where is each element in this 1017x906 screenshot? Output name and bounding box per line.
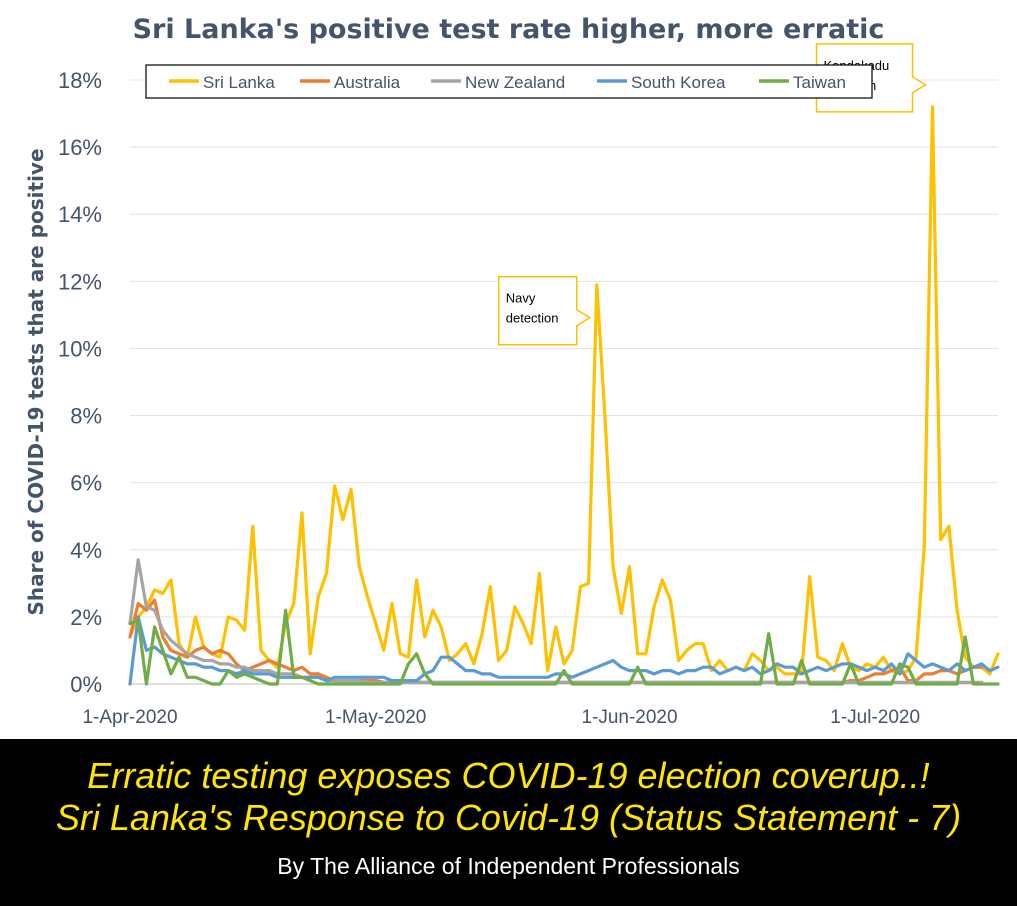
series-line-south-korea: [128, 615, 1000, 686]
x-tick-label: 1-Jun-2020: [581, 707, 677, 728]
annotation-text: Navy: [506, 291, 536, 306]
chart-title: Sri Lanka's positive test rate higher, m…: [132, 14, 885, 45]
y-tick-label: 18%: [58, 68, 102, 93]
chart-svg: 0% 2% 4% 6% 8% 10% 12% 14% 16% 18% 1-Apr-2020 1-Ma…: [24, 43, 1000, 728]
y-tick-label: 4%: [70, 538, 102, 563]
footer-banner: Erratic testing exposes COVID-19 electio…: [0, 739, 1017, 906]
y-axis-label: Share of COVID-19 tests that are positiv…: [24, 148, 48, 615]
legend-box: [145, 64, 873, 99]
y-tick-label: 0%: [70, 672, 102, 697]
y-tick-labels: 0% 2% 4% 6% 8% 10% 12% 14% 16% 18%: [58, 68, 102, 697]
y-tick-label: 2%: [70, 605, 102, 630]
y-tick-label: 12%: [58, 269, 102, 294]
banner-headline: Erratic testing exposes COVID-19 electio…: [87, 755, 930, 796]
annotation-callout: [498, 275, 592, 346]
x-tick-label: 1-Jul-2020: [830, 707, 920, 728]
x-tick-labels: 1-Apr-2020 1-May-2020 1-Jun-2020 1-Jul-2020: [82, 707, 920, 728]
legend-entry: New Zealand: [465, 73, 565, 92]
legend: Sri Lanka Australia New Zealand South Korea…: [145, 64, 873, 99]
y-tick-label: 10%: [58, 336, 102, 361]
series-line-sri-lanka: [128, 105, 1000, 676]
y-tick-label: 16%: [58, 135, 102, 160]
legend-entry: South Korea: [631, 73, 726, 92]
legend-entry: Sri Lanka: [203, 73, 275, 92]
banner-byline: By The Alliance of Independent Professio…: [277, 853, 740, 879]
y-tick-label: 8%: [70, 404, 102, 429]
y-tick-label: 6%: [70, 471, 102, 496]
annotation-text: detection: [506, 311, 559, 326]
series-line-taiwan: [128, 608, 1000, 686]
x-tick-label: 1-Apr-2020: [82, 707, 177, 728]
grid-lines: [130, 79, 998, 685]
y-tick-label: 14%: [58, 202, 102, 227]
legend-entry: Taiwan: [793, 73, 846, 92]
x-tick-label: 1-May-2020: [325, 707, 426, 728]
banner-subheadline: Sri Lanka's Response to Covid-19 (Status…: [55, 797, 962, 838]
series-layer: [128, 105, 1000, 686]
legend-entry: Australia: [334, 73, 401, 92]
